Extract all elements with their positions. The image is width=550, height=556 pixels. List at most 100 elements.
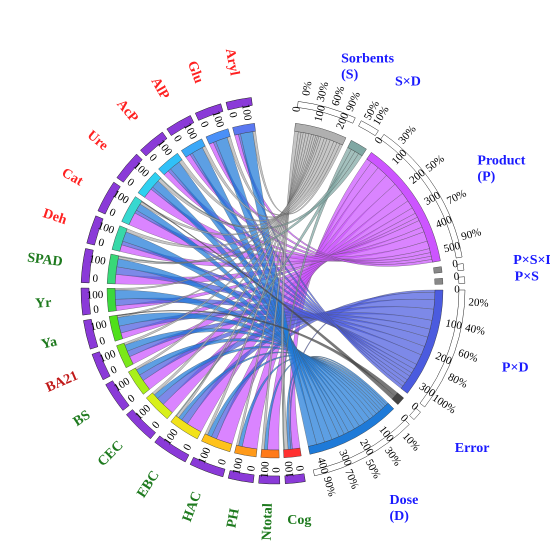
factor-tick-PxD: 0	[454, 284, 460, 296]
factor-label-PxSxD: P×S×D	[513, 253, 550, 268]
factor-segment-PxD	[400, 289, 444, 394]
factor-strip-Err	[409, 407, 421, 420]
trait-strip-CEC	[126, 409, 156, 440]
factor-strip-SxD	[358, 120, 379, 137]
trait-tick-BA21: 100	[98, 348, 118, 365]
trait-label-BS: BS	[71, 408, 94, 430]
trait-label-Deh: Deh	[41, 206, 69, 228]
factor-percent-PxD: 80%	[446, 371, 469, 391]
trait-strip-Glu	[194, 103, 224, 121]
trait-tick-AlP: 100	[181, 121, 200, 142]
factor-tick-D: 300	[336, 448, 354, 468]
trait-tick-Yr: 100	[87, 289, 104, 302]
trait-tick-HAC: 100	[196, 445, 214, 465]
factor-label-SxD: S×D	[395, 74, 421, 89]
trait-label-AlP: AlP	[148, 75, 172, 102]
factor-percent-S: 90%	[344, 90, 363, 113]
trait-segment-Ya	[108, 314, 123, 342]
trait-segment-PH	[234, 445, 258, 458]
trait-tick-Cog: 100	[283, 460, 296, 478]
factor-tick-Err: 0	[409, 400, 421, 413]
trait-tick-SPAD: 0	[92, 273, 99, 285]
trait-tick-Ure: 0	[125, 176, 137, 189]
factor-percent-D: 30%	[382, 445, 403, 468]
trait-segment-Ure	[137, 171, 162, 198]
factor-percent-P: 90%	[460, 226, 483, 243]
trait-label-Ya: Ya	[40, 334, 59, 352]
factor-segment-Err	[391, 392, 404, 405]
factor-percent-PxD: 100%	[430, 392, 458, 416]
trait-tick-Yr: 0	[93, 304, 100, 317]
factor-tick-P: 400	[434, 214, 454, 231]
factor-label-D: Dose	[390, 493, 419, 508]
factor-tick-PxSxD: 0	[452, 258, 460, 271]
factor-percent-S: 30%	[315, 81, 331, 103]
trait-label-Glu: Glu	[184, 59, 206, 86]
factor-strip-PxS	[458, 276, 466, 284]
factor-strip-D	[312, 419, 410, 477]
trait-label-Cog: Cog	[287, 513, 311, 528]
factor-tick-D: 0	[398, 412, 411, 425]
trait-tick-PH: 100	[230, 456, 245, 475]
trait-tick-Ya: 100	[89, 318, 108, 333]
trait-strip-Cog	[284, 473, 306, 484]
trait-tick-HAC: 0	[216, 457, 229, 466]
trait-strip-Yr	[80, 287, 91, 316]
trait-label-EBC: EBC	[134, 468, 162, 500]
factor-tick-D: 200	[357, 437, 376, 458]
trait-strip-Ntotal	[258, 475, 281, 485]
factor-tick-S: 100	[312, 104, 328, 123]
trait-label-Aryl: Aryl	[222, 47, 242, 77]
trait-tick-Ntotal: 100	[259, 461, 272, 479]
factor-percent-P: 50%	[424, 153, 447, 175]
factor-tick-PxD: 200	[434, 350, 454, 368]
factor-sublabel-D: (D)	[390, 509, 410, 524]
factor-strip-PxD	[419, 289, 466, 408]
factor-tick-D: 400	[315, 456, 331, 476]
trait-strip-Deh	[86, 215, 104, 246]
segment-layer	[80, 97, 466, 485]
factor-segment-P	[366, 152, 441, 263]
trait-label-BA21: BA21	[44, 369, 81, 396]
trait-tick-SPAD: 100	[88, 253, 107, 268]
trait-strip-HAC	[189, 456, 226, 478]
trait-segment-Ntotal	[260, 449, 280, 459]
trait-segment-SPAD	[106, 253, 119, 285]
trait-segment-Deh	[111, 225, 128, 252]
trait-label-Ure: Ure	[84, 128, 111, 154]
factor-label-P: Product	[477, 153, 525, 168]
factor-percent-P: 70%	[445, 187, 468, 207]
trait-tick-Cat: 0	[107, 206, 118, 219]
factor-sublabel-S: (S)	[341, 68, 358, 83]
factor-segment-PxS	[434, 278, 444, 285]
trait-segment-Cog	[283, 447, 302, 458]
trait-segment-Cat	[121, 196, 143, 225]
trait-tick-Aryl: 0	[226, 111, 239, 120]
factor-tick-P: 500	[443, 240, 462, 256]
trait-strip-SPAD	[80, 248, 94, 284]
factor-segment-PxSxD	[433, 266, 443, 274]
factor-label-PxD: P×D	[502, 360, 529, 375]
factor-tick-PxD: 100	[444, 317, 463, 332]
trait-tick-Aryl: 100	[239, 103, 254, 122]
trait-strip-AlP	[166, 115, 195, 136]
factor-segment-S	[294, 123, 347, 146]
trait-label-HAC: HAC	[180, 490, 205, 524]
factor-segment-D	[308, 402, 395, 455]
trait-strip-Aryl	[225, 97, 253, 111]
factor-percent-S: 0%	[300, 80, 314, 96]
trait-tick-EBC: 0	[181, 442, 194, 453]
trait-label-SPAD: SPAD	[26, 251, 63, 270]
factor-tick-P: 300	[422, 189, 443, 208]
trait-strip-PH	[227, 470, 255, 484]
trait-tick-Cog: 0	[294, 464, 307, 472]
trait-segment-Glu	[205, 128, 231, 145]
trait-segment-HAC	[201, 433, 233, 453]
trait-label-Cat: Cat	[59, 166, 86, 190]
trait-segment-BA21	[116, 342, 134, 369]
factor-segment-SxD	[347, 140, 367, 157]
factor-label-PxS: P×S	[515, 270, 540, 285]
factor-strip-S	[297, 101, 356, 124]
